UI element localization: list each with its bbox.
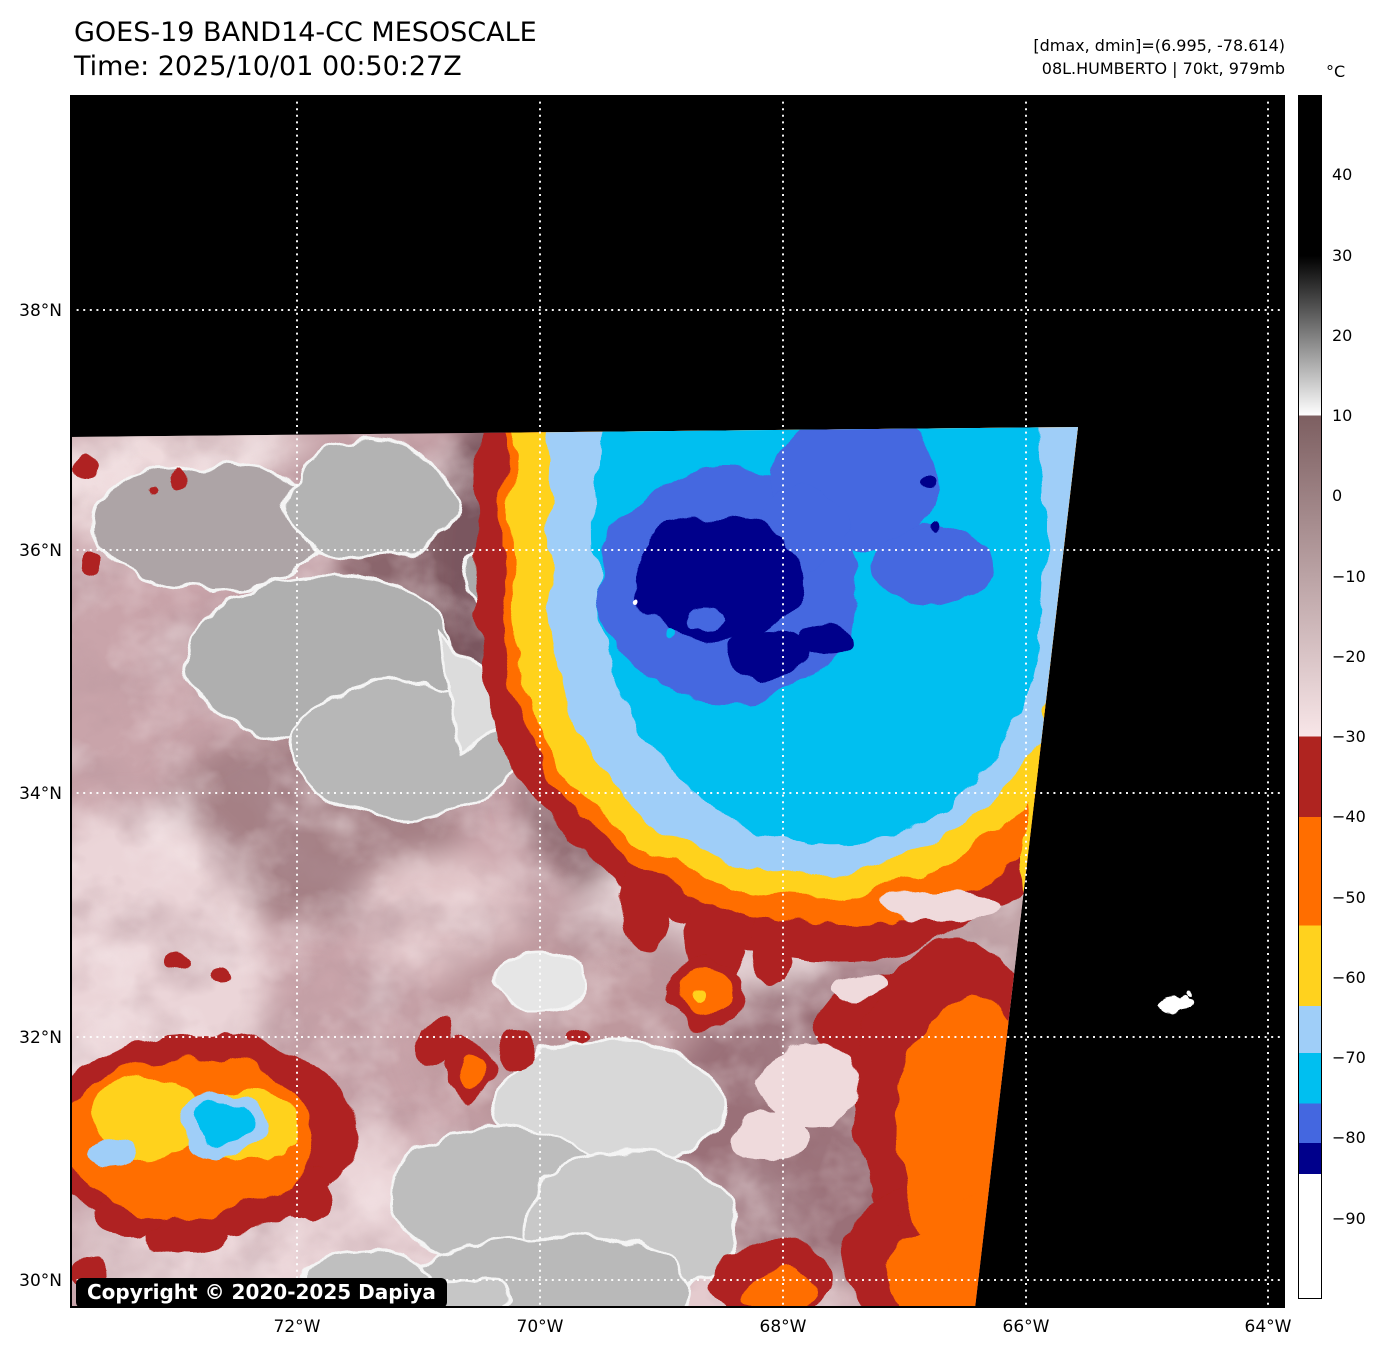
colorbar-tick-m90: −90 [1332,1209,1366,1228]
info-block: [dmax, dmin]=(6.995, -78.614) 08L.HUMBER… [1033,34,1285,80]
cloud-streak-outside-sector [1158,990,1195,1013]
dmax-dmin-text: [dmax, dmin]=(6.995, -78.614) [1033,36,1285,55]
lat-label-32n: 32°N [19,1028,62,1048]
lon-label-68w: 68°W [759,1317,807,1337]
colorbar-tick-m50: −50 [1332,888,1366,907]
colorbar-tick-40: 40 [1332,165,1353,184]
colorbar-tick-20: 20 [1332,326,1353,345]
colorbar-tick-0: 0 [1332,486,1343,505]
colorbar-tick-m40: −40 [1332,807,1366,826]
map-frame [70,95,1285,1308]
colorbar-tick-m70: −70 [1332,1048,1366,1067]
colorbar-tick-m10: −10 [1332,567,1366,586]
lon-label-72w: 72°W [273,1317,321,1337]
plot-title: GOES-19 BAND14-CC MESOSCALE [74,17,537,48]
lon-label-70w: 70°W [516,1317,564,1337]
navy-inner-breaks [633,597,725,638]
colorbar-tick-30: 30 [1332,246,1353,265]
colorbar-tick-m60: −60 [1332,968,1366,987]
lon-label-66w: 66°W [1002,1317,1050,1337]
lat-label-38n: 38°N [19,301,62,321]
lat-label-30n: 30°N [19,1271,62,1291]
colorbar [1298,95,1322,1299]
lat-label-34n: 34°N [19,784,62,804]
title-block: GOES-19 BAND14-CC MESOSCALE Time: 2025/1… [74,16,537,84]
copyright-badge: Copyright © 2020-2025 Dapiya [76,1278,447,1308]
map-canvas: Copyright © 2020-2025 Dapiya [70,95,1285,1308]
lon-label-64w: 64°W [1244,1317,1292,1337]
colorbar-tick-m20: −20 [1332,647,1366,666]
colorbar-tick-m30: −30 [1332,727,1366,746]
satellite-image [70,95,1285,1308]
colorbar-tick-m80: −80 [1332,1128,1366,1147]
colorbar-tick-10: 10 [1332,406,1353,425]
colorbar-unit-label: °C [1326,62,1346,81]
lat-label-36n: 36°N [19,541,62,561]
plot-timestamp: Time: 2025/10/01 00:50:27Z [74,51,462,82]
storm-info-text: 08L.HUMBERTO | 70kt, 979mb [1041,59,1285,78]
gridlines [70,95,1285,1308]
